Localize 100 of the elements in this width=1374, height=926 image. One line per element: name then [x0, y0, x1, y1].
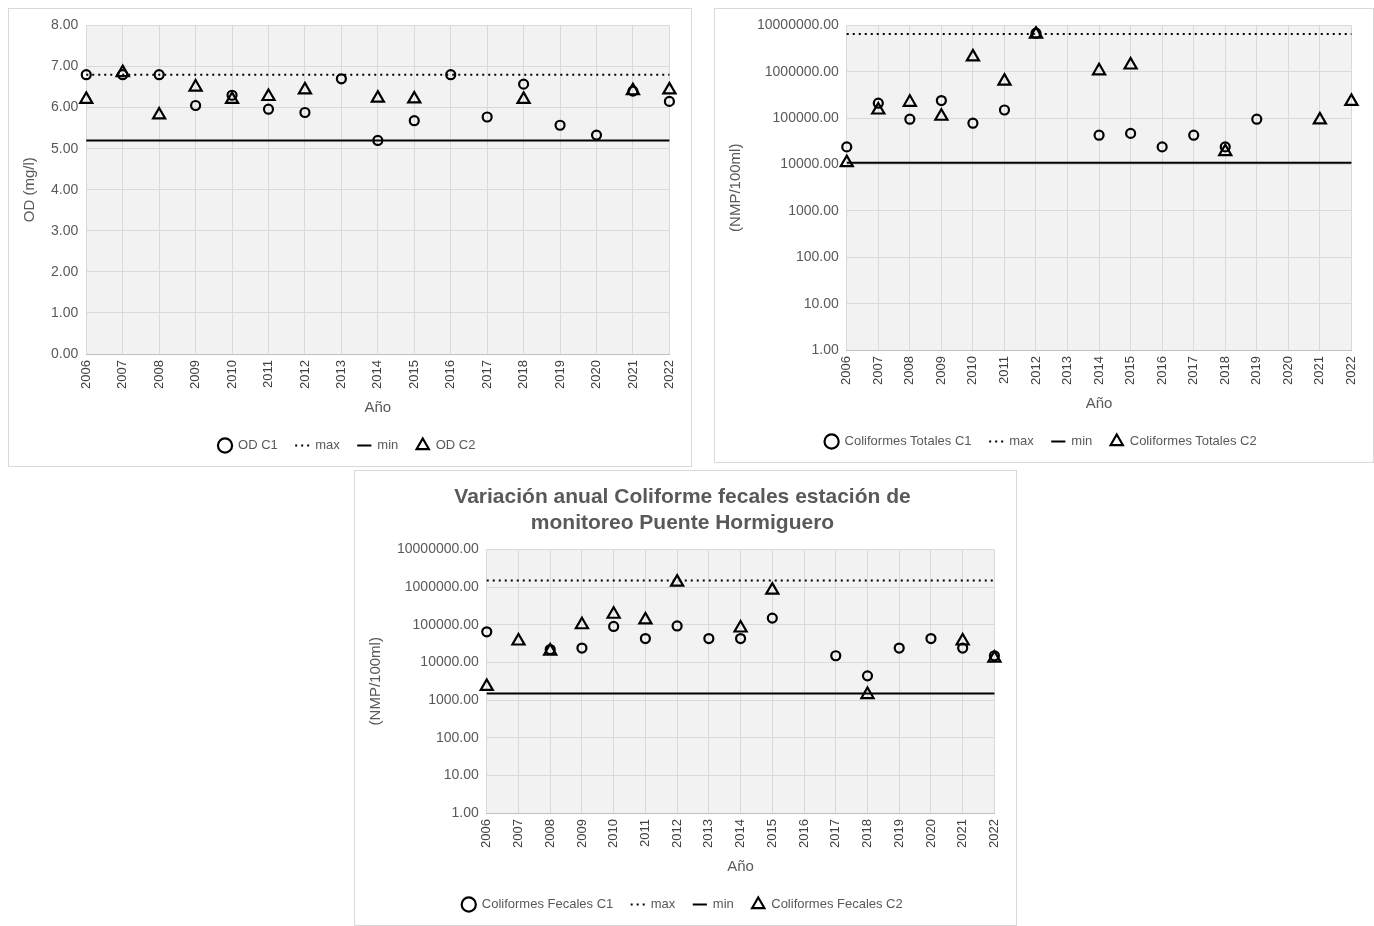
- point: [638, 611, 653, 625]
- point: [1344, 93, 1359, 106]
- point: [1312, 111, 1328, 125]
- y-tick-label: 10000.00: [420, 653, 479, 670]
- point: [935, 94, 947, 107]
- x-tick-label: 2017: [478, 360, 494, 389]
- y-tick-label: 1.00: [811, 340, 839, 357]
- x-tick-label: 2011: [996, 356, 1012, 385]
- point: [576, 642, 588, 654]
- point: [861, 670, 874, 682]
- x-tick-label: 2008: [150, 360, 166, 389]
- point: [766, 612, 778, 624]
- x-tick-label: 2007: [869, 356, 885, 385]
- y-tick-label: 100.00: [795, 248, 839, 265]
- x-tick-label: 2011: [636, 819, 652, 848]
- x-tick-label: 2017: [1185, 356, 1201, 385]
- x-tick-label: 2013: [700, 819, 716, 848]
- point: [1188, 129, 1200, 141]
- legend-label: min: [712, 896, 734, 912]
- y-tick-label: 100000.00: [412, 615, 479, 632]
- point: [841, 141, 853, 153]
- point: [902, 94, 917, 107]
- x-tick-label: 2019: [890, 819, 906, 848]
- point: [79, 91, 94, 104]
- x-tick-label: 2014: [1090, 356, 1106, 385]
- point: [574, 616, 590, 630]
- y-tick-label: 100000.00: [772, 109, 839, 126]
- point: [518, 78, 530, 90]
- point: [608, 620, 620, 633]
- point: [370, 90, 385, 103]
- point: [662, 81, 677, 95]
- point: [955, 632, 970, 646]
- x-tick-label: 2007: [510, 819, 526, 848]
- point: [408, 115, 420, 127]
- point: [554, 119, 566, 131]
- legend-label: max: [1009, 433, 1035, 449]
- x-tick-label: 2008: [901, 356, 917, 385]
- point: [669, 574, 685, 587]
- point: [590, 129, 603, 141]
- y-tick-label: 2.00: [51, 262, 79, 279]
- point: [188, 78, 203, 92]
- point: [516, 91, 531, 104]
- x-tick-label: 2012: [1027, 356, 1043, 385]
- x-axis-title: Año: [364, 398, 392, 416]
- x-tick-label: 2010: [223, 360, 239, 389]
- legend-label: OD C2: [435, 437, 476, 453]
- x-tick-label: 2021: [624, 360, 640, 389]
- point: [262, 103, 275, 115]
- legend-label: min: [1071, 433, 1093, 449]
- point: [934, 108, 949, 121]
- x-tick-label: 2010: [964, 356, 980, 385]
- legend-label: Coliformes Totales C1: [844, 433, 972, 449]
- y-tick-label: 10000000.00: [396, 540, 479, 557]
- y-tick-label: 10000000.00: [756, 16, 839, 33]
- point: [734, 632, 747, 645]
- legend-label: max: [650, 896, 676, 912]
- y-tick-label: 10.00: [443, 766, 479, 783]
- point: [904, 113, 916, 125]
- x-tick-label: 2013: [1059, 356, 1075, 385]
- y-tick-label: 10000.00: [780, 155, 839, 172]
- y-tick-label: 5.00: [51, 139, 79, 156]
- point: [261, 88, 276, 102]
- y-tick-label: 1000.00: [788, 201, 839, 218]
- point: [733, 619, 748, 633]
- point: [998, 104, 1011, 116]
- x-tick-label: 2012: [296, 360, 312, 389]
- x-tick-label: 2015: [1122, 356, 1138, 385]
- x-tick-label: 2015: [763, 819, 779, 848]
- point: [407, 90, 422, 104]
- y-axis-title: (NMP/100ml): [366, 637, 384, 726]
- y-tick-label: 1000000.00: [764, 62, 839, 79]
- x-tick-label: 2010: [605, 819, 621, 848]
- point: [151, 106, 167, 120]
- point: [860, 686, 875, 700]
- y-tick-label: 3.00: [51, 221, 79, 238]
- point: [606, 606, 621, 619]
- point: [965, 48, 981, 62]
- point: [1156, 141, 1168, 153]
- x-tick-label: 2016: [1153, 356, 1169, 385]
- legend-label: min: [377, 437, 399, 453]
- y-tick-label: 10.00: [803, 294, 839, 311]
- x-tick-label: 2022: [1342, 356, 1358, 385]
- point: [153, 69, 165, 81]
- point: [1218, 143, 1233, 157]
- x-tick-label: 2021: [954, 819, 970, 848]
- x-tick-label: 2013: [332, 360, 348, 389]
- x-tick-label: 2019: [1248, 356, 1264, 385]
- legend-label: max: [315, 437, 341, 453]
- y-axis-title: OD (mg/l): [20, 157, 38, 223]
- point: [445, 69, 457, 81]
- x-tick-label: 2015: [405, 360, 421, 389]
- point: [871, 101, 886, 115]
- y-axis-title: (NMP/100ml): [726, 143, 744, 232]
- x-tick-label: 2018: [859, 819, 875, 848]
- point: [1125, 127, 1137, 139]
- legend-label: OD C1: [238, 437, 278, 453]
- x-tick-label: 2018: [1216, 356, 1232, 385]
- point: [839, 154, 854, 168]
- x-tick-label: 2017: [827, 819, 843, 848]
- point: [297, 81, 313, 95]
